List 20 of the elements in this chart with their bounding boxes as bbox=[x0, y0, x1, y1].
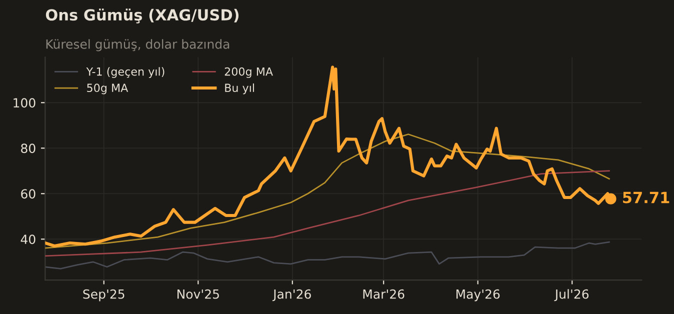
line-series bbox=[45, 134, 610, 249]
legend-label: 50g MA bbox=[87, 84, 128, 94]
chart-subtitle: Küresel gümüş, dolar bazında bbox=[46, 39, 230, 52]
line-series bbox=[45, 170, 610, 257]
legend-label: 200g MA bbox=[224, 67, 273, 78]
legend-label: Bu yıl bbox=[225, 83, 254, 94]
x-tick-label: Mar'26 bbox=[363, 289, 404, 299]
chart-title: Ons Gümüş (XAG/USD) bbox=[46, 8, 239, 24]
y-tick-label: 40 bbox=[20, 234, 36, 244]
legend-label: Y-1 (geçen yıl) bbox=[86, 67, 164, 78]
y-tick-label: 80 bbox=[21, 144, 36, 154]
x-tick-label: Jul'26 bbox=[554, 289, 589, 302]
x-tick-label: Jan'26 bbox=[272, 289, 311, 302]
x-tick-label: May'26 bbox=[456, 289, 500, 302]
x-tick-label: Nov'25 bbox=[178, 289, 219, 299]
annotation: 57.71 bbox=[623, 192, 670, 204]
line-series bbox=[45, 241, 610, 270]
x-tick-label: Sep'25 bbox=[83, 289, 124, 302]
y-tick-label: 100 bbox=[14, 98, 36, 108]
y-tick-label: 60 bbox=[21, 189, 36, 199]
